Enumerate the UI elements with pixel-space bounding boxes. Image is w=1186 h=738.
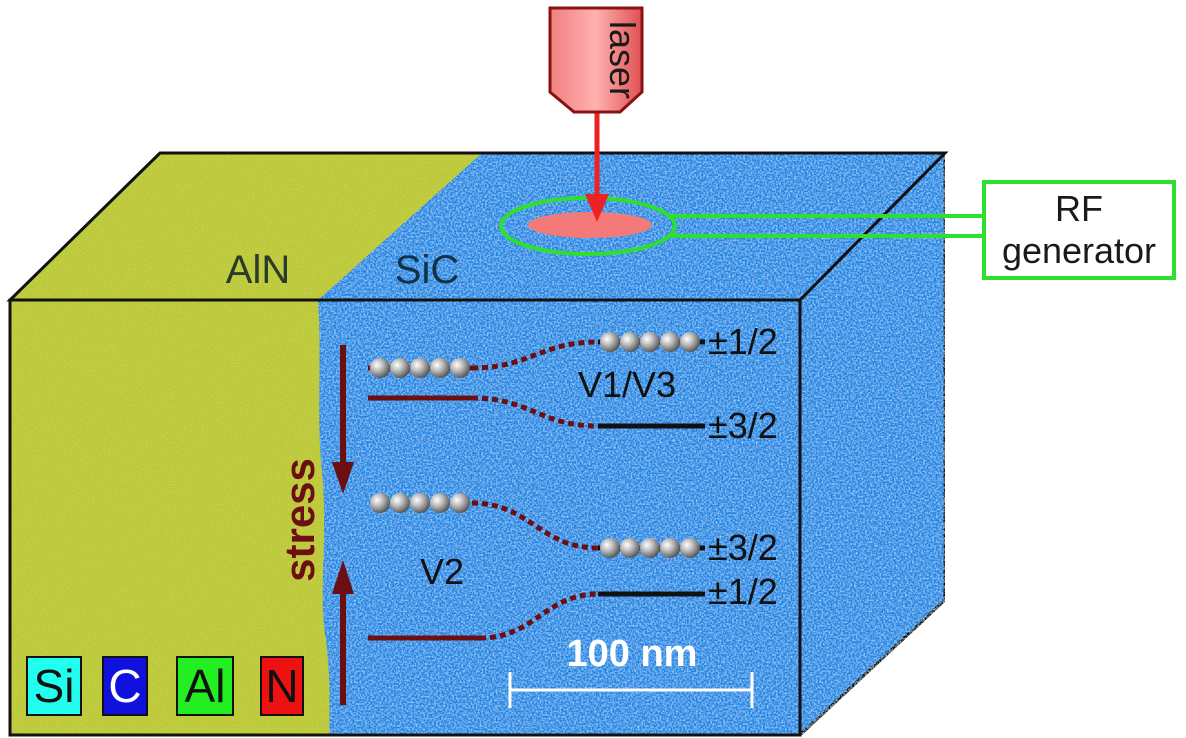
material-label-sic: SiC: [395, 248, 459, 292]
legend-si: Si: [26, 656, 82, 716]
legend-c-label: C: [108, 660, 142, 712]
v2-left-population: [370, 493, 470, 513]
v1v3-upper-connector: [471, 339, 599, 371]
rf-generator-label-line1: RF: [1055, 188, 1103, 229]
legend-c: C: [102, 656, 148, 716]
v1v3-left-population: [370, 358, 470, 378]
legend-n-label: N: [265, 660, 299, 712]
v1v3-right-population: [600, 332, 700, 352]
v2-label: V2: [420, 551, 464, 592]
v2-right-population: [600, 538, 700, 558]
legend-al: Al: [176, 656, 234, 716]
block-front-face-aln: [10, 300, 330, 735]
rf-generator-label-line2: generator: [1001, 230, 1157, 271]
v2-upper-spin-label: ±3/2: [708, 527, 778, 568]
legend-n: N: [260, 656, 304, 716]
stress-arrow-down-head: [332, 462, 354, 494]
stress-arrow-up-head: [332, 560, 354, 594]
v2-lower-connector: [479, 591, 599, 641]
legend-si-label: Si: [33, 660, 75, 712]
laser-spot: [528, 212, 652, 238]
v1v3-upper-spin-label: ±1/2: [708, 321, 778, 362]
v2-lower-spin-label: ±1/2: [708, 571, 778, 612]
v1v3-lower-spin-label: ±3/2: [708, 405, 778, 446]
laser-housing: [548, 6, 644, 114]
stress-label: stress: [276, 458, 323, 582]
material-label-aln: AlN: [226, 248, 290, 292]
laser-label: laser: [602, 21, 643, 99]
block-front-outline: [8, 298, 802, 737]
block-top-face-aln: [10, 153, 482, 300]
laser-beam-arrowhead: [585, 194, 609, 222]
v1v3-lower-connector: [471, 395, 599, 429]
v1v3-label: V1/V3: [578, 364, 676, 405]
legend-al-label: Al: [184, 660, 226, 712]
scale-bar-label: 100 nm: [567, 633, 698, 675]
rf-generator-box: RF generator: [982, 180, 1176, 280]
